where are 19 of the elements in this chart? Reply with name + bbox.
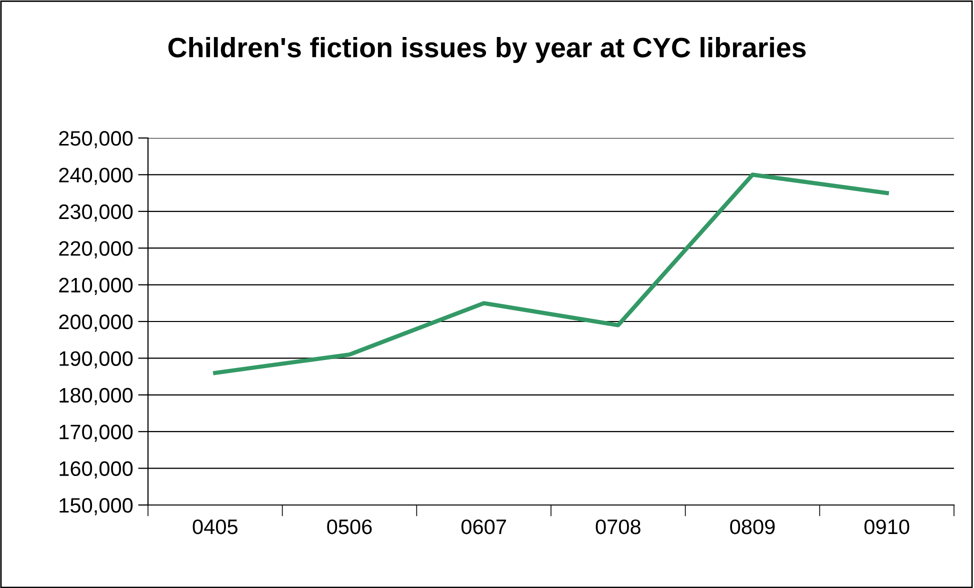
y-tick-label: 220,000 [59,241,133,258]
y-tick-label: 230,000 [59,204,133,222]
y-tick-label: 210,000 [59,278,133,296]
line-series [213,172,889,375]
x-tick-label: 0506 [327,519,372,534]
x-tick-label: 0910 [864,519,910,534]
x-tick-label: 0708 [596,519,640,534]
x-tick-label: 0405 [192,519,238,534]
y-tick-label: 250,000 [59,131,133,148]
y-tick-label: 170,000 [60,424,133,442]
y-tick-label: 240,000 [59,168,133,185]
y-tick-label: 150,000 [60,498,133,516]
y-tick-label: 200,000 [59,314,133,332]
y-tick-label: 160,000 [60,461,133,479]
x-tick-label: 0607 [461,519,506,534]
y-tick-label: 180,000 [60,388,133,406]
y-tick-label: 190,000 [60,351,133,368]
chart-title: Children's fiction issues by year at CYC libraries [168,37,806,63]
x-tick-label: 0809 [730,519,775,534]
